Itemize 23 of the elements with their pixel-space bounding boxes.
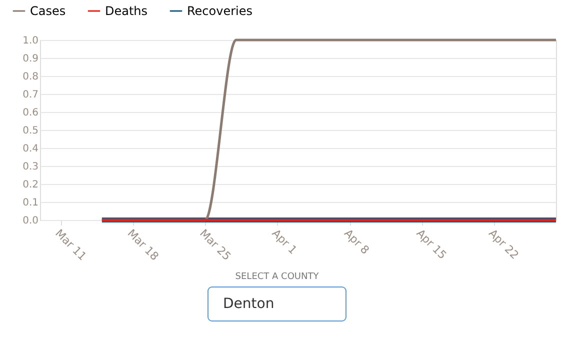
y-tick-label: 0.5 <box>22 126 38 136</box>
y-tick-label: 0.1 <box>22 198 38 208</box>
legend-label: Cases <box>30 4 66 18</box>
y-tick-label: 0.2 <box>22 180 38 190</box>
y-tick-label: 0.8 <box>22 72 38 82</box>
text: Denton <box>223 296 274 312</box>
y-tick-label: 0.4 <box>22 144 38 154</box>
y-tick-label: 0.6 <box>22 108 38 118</box>
y-tick-label: 0.0 <box>22 216 38 226</box>
y-tick-label: 0.3 <box>22 162 38 172</box>
x-tick-label: Apr 15 <box>414 226 449 262</box>
x-tick-label: Apr 22 <box>486 226 522 262</box>
legend-label: Deaths <box>105 4 148 18</box>
x-tick-label: Mar 18 <box>124 226 162 264</box>
x-tick-label: Mar 11 <box>52 226 89 264</box>
y-tick-label: 1.0 <box>22 36 38 46</box>
x-tick-label: Mar 25 <box>197 226 234 264</box>
x-tick-label: Apr 1 <box>269 226 300 257</box>
text: SELECT A COUNTY <box>235 272 320 282</box>
y-tick-label: 0.9 <box>22 54 38 64</box>
x-tick-label: Apr 8 <box>342 226 372 257</box>
legend-label: Recoveries <box>187 4 253 18</box>
y-tick-label: 0.7 <box>22 90 38 100</box>
